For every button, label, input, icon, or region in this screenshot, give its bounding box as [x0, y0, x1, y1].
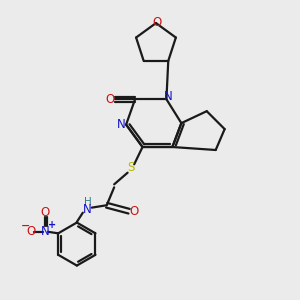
Text: N: N [40, 225, 49, 238]
Text: O: O [130, 205, 139, 218]
Text: N: N [164, 90, 172, 103]
Text: O: O [40, 206, 50, 219]
Text: O: O [105, 93, 114, 106]
Text: N: N [117, 118, 126, 131]
Text: H: H [84, 197, 92, 207]
Text: S: S [127, 161, 134, 174]
Text: O: O [152, 16, 161, 29]
Text: −: − [21, 221, 31, 231]
Text: +: + [48, 220, 56, 230]
Text: N: N [83, 203, 92, 216]
Text: O: O [26, 225, 35, 238]
